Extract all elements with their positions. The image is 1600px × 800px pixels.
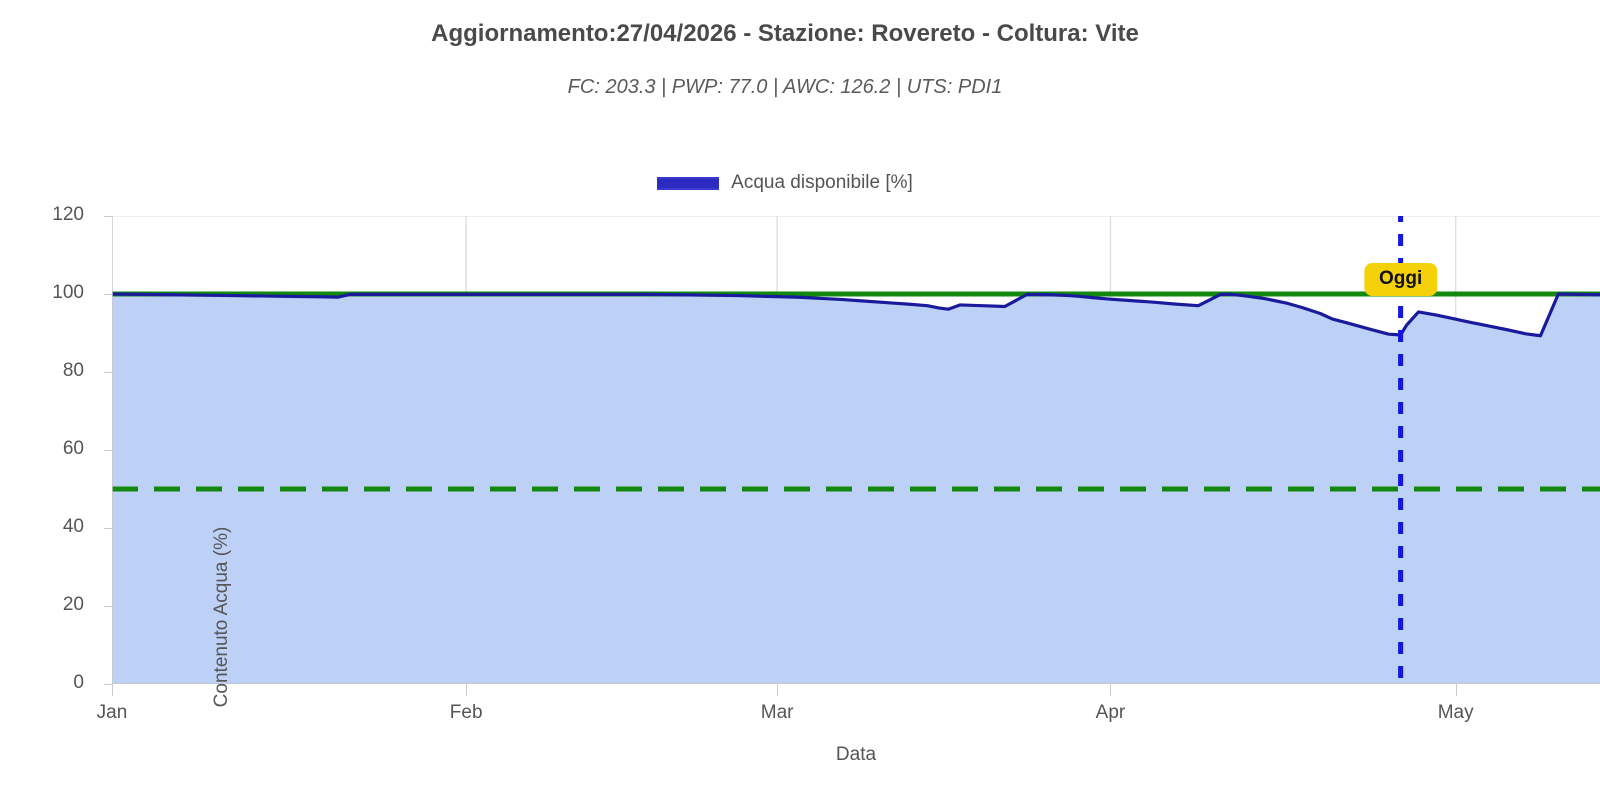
y-axis-tick-label: 20 <box>62 594 84 615</box>
y-axis-tick-label: 120 <box>52 204 84 225</box>
y-axis-tick-label: 100 <box>52 282 84 303</box>
x-axis-tick-label: Feb <box>449 702 483 723</box>
legend-label-acqua-disponibile[interactable]: Acqua disponibile [%] <box>731 172 913 193</box>
plot-svg <box>112 216 1600 684</box>
chart-subtitle: FC: 203.3 | PWP: 77.0 | AWC: 126.2 | UTS… <box>567 76 1003 98</box>
y-axis-tick-label: 0 <box>73 672 84 693</box>
y-axis-tick-mark <box>104 294 112 295</box>
y-axis-tick-mark <box>104 528 112 529</box>
series-line-acqua-disponibile <box>112 292 1600 338</box>
x-axis-tick-mark <box>1455 684 1457 696</box>
y-axis-tick-mark <box>104 684 112 685</box>
x-axis-tick-mark <box>466 684 468 696</box>
series-area-acqua-disponibile <box>112 294 1600 684</box>
y-axis-tick-label: 60 <box>62 438 84 459</box>
y-axis-tick-mark <box>104 372 112 373</box>
x-axis-tick-mark <box>777 684 779 696</box>
y-axis-tick-mark <box>104 606 112 607</box>
x-axis-tick-mark <box>1110 684 1112 696</box>
x-axis-tick-label: Mar <box>760 702 794 723</box>
chart-legend: Acqua disponibile [%] <box>0 172 1570 194</box>
y-axis-tick-label: 40 <box>62 516 84 537</box>
y-axis-tick-label: 80 <box>62 360 84 381</box>
x-axis-tick-label: Jan <box>96 702 128 723</box>
x-axis-label: Data <box>835 744 877 765</box>
today-marker-badge[interactable]: Oggi <box>1363 262 1438 296</box>
x-axis-tick-label: Apr <box>1095 702 1126 723</box>
chart-title: Aggiornamento:27/04/2026 - Stazione: Rov… <box>431 20 1139 47</box>
x-axis-tick-label: May <box>1437 702 1474 723</box>
y-axis-tick-mark <box>104 216 112 217</box>
x-axis-tick-mark <box>112 684 113 696</box>
legend-swatch-acqua-disponibile[interactable] <box>657 176 720 190</box>
y-axis-label: Contenuto Acqua (%) <box>211 526 232 708</box>
plot-area: Contenuto Acqua (%) Data 0 20 40 60 80 100 120… <box>52 205 1600 765</box>
y-axis-tick-mark <box>104 450 112 451</box>
